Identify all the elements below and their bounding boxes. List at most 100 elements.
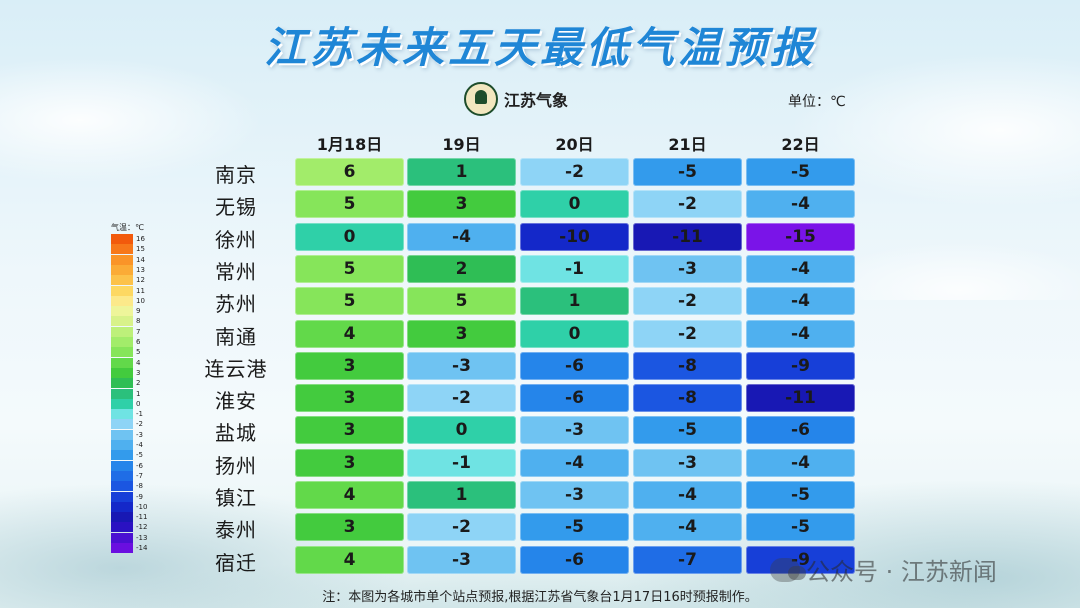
legend-label: -12	[136, 523, 148, 532]
legend-swatch	[111, 357, 133, 368]
temperature-cell: 5	[295, 254, 404, 283]
weather-bureau-emblem-icon	[464, 82, 498, 116]
legend-label: -13	[136, 533, 148, 542]
temperature-cell: 3	[295, 448, 404, 477]
temperature-cell: 0	[407, 416, 516, 445]
temperature-cell: 2	[407, 254, 516, 283]
city-label: 宿迁	[215, 550, 257, 575]
temperature-cell: 3	[295, 384, 404, 413]
legend-swatch	[111, 501, 133, 512]
legend-swatch	[111, 419, 133, 430]
legend-swatch	[111, 522, 133, 533]
legend-swatch	[111, 275, 133, 286]
temperature-cell: -3	[520, 481, 629, 509]
legend-swatch	[111, 460, 133, 471]
temperature-cell: -8	[633, 384, 742, 413]
wechat-icon	[770, 557, 806, 582]
column-header: 22日	[781, 135, 820, 154]
column-header: 21日	[668, 135, 707, 154]
temperature-cell: -3	[633, 254, 742, 283]
city-label: 南通	[215, 324, 257, 349]
temperature-cell: 3	[295, 416, 404, 445]
legend-swatch	[111, 532, 133, 543]
temperature-cell: -5	[746, 481, 855, 509]
legend-label: 8	[136, 317, 141, 326]
temperature-cell: -4	[746, 190, 855, 219]
legend-swatch	[111, 337, 133, 347]
temperature-cell: -2	[407, 384, 516, 413]
legend-label: 6	[136, 338, 141, 346]
temperature-cell: 3	[295, 513, 404, 542]
unit-label: 单位：℃	[788, 94, 846, 110]
legend-label: 15	[136, 245, 145, 254]
temperature-cell: -3	[520, 416, 629, 445]
temperature-cell: -2	[633, 319, 742, 348]
column-header: 20日	[555, 135, 594, 154]
temperature-cell: 1	[520, 287, 629, 316]
column-header: 19日	[442, 135, 481, 154]
temperature-cell: -9	[746, 545, 855, 574]
legend-label: -11	[136, 513, 148, 522]
page-title: 江苏未来五天最低气温预报	[263, 23, 816, 72]
legend-swatch	[111, 440, 133, 450]
legend-swatch	[111, 306, 133, 317]
legend-swatch	[111, 367, 133, 378]
city-label: 徐州	[215, 227, 257, 252]
legend-label: 2	[136, 379, 141, 388]
temperature-cell: -9	[746, 351, 855, 380]
city-label: 淮安	[215, 389, 257, 414]
city-label: 泰州	[215, 518, 257, 543]
temperature-cell: -2	[520, 158, 629, 186]
legend-label: -7	[136, 471, 143, 480]
legend-label: -8	[136, 482, 143, 491]
legend-swatch	[111, 543, 133, 553]
legend-label: -4	[136, 441, 143, 449]
legend-label: 7	[136, 327, 141, 336]
temperature-cell: -5	[633, 416, 742, 445]
temperature-cell: 3	[407, 319, 516, 348]
temperature-cell: -4	[746, 254, 855, 283]
legend-title: 气温：℃	[111, 223, 144, 232]
temperature-cell: -4	[633, 481, 742, 509]
temperature-cell: -4	[633, 513, 742, 542]
temperature-cell: -3	[407, 545, 516, 574]
legend-label: -10	[136, 502, 148, 511]
temperature-cell: 0	[520, 319, 629, 348]
temperature-cell: -1	[520, 254, 629, 283]
legend-swatch	[111, 378, 133, 389]
legend-label: -3	[136, 430, 143, 439]
temperature-cell: 4	[295, 319, 404, 348]
legend-swatch	[111, 316, 133, 327]
legend-label: 1	[136, 389, 141, 398]
temperature-cell: -10	[520, 222, 629, 251]
legend-swatch	[111, 429, 133, 440]
footnote: 注：本图为各城市单个站点预报,根据江苏省气象台1月17日16时预报制作。	[322, 590, 758, 605]
city-label: 连云港	[204, 356, 268, 381]
temperature-cell: 0	[295, 222, 404, 251]
legend-swatch	[111, 234, 133, 244]
legend-swatch	[111, 388, 133, 399]
city-label: 常州	[215, 259, 257, 284]
temperature-cell: -4	[746, 448, 855, 477]
temperature-cell: 5	[407, 287, 516, 316]
temperature-cell: -11	[746, 384, 855, 413]
legend-swatch	[111, 285, 133, 296]
watermark-text: 公众号 · 江苏新闻	[806, 558, 997, 586]
legend-swatch	[111, 470, 133, 481]
temperature-cell: -6	[520, 384, 629, 413]
watermark: 公众号 · 江苏新闻	[770, 552, 997, 587]
temperature-cell: -5	[746, 158, 855, 186]
legend-swatch	[111, 244, 133, 255]
legend-label: -5	[136, 451, 143, 460]
legend-swatch	[111, 326, 133, 337]
city-label: 无锡	[215, 195, 257, 220]
temperature-cell: 6	[295, 158, 404, 186]
temperature-cell: -5	[746, 513, 855, 542]
temperature-cell: -4	[746, 319, 855, 348]
city-label: 扬州	[215, 453, 257, 478]
legend-swatch	[111, 398, 133, 409]
legend-label: 9	[136, 307, 141, 316]
legend-label: 14	[136, 255, 145, 264]
temperature-cell: -2	[633, 287, 742, 316]
temperature-cell: -5	[633, 158, 742, 186]
